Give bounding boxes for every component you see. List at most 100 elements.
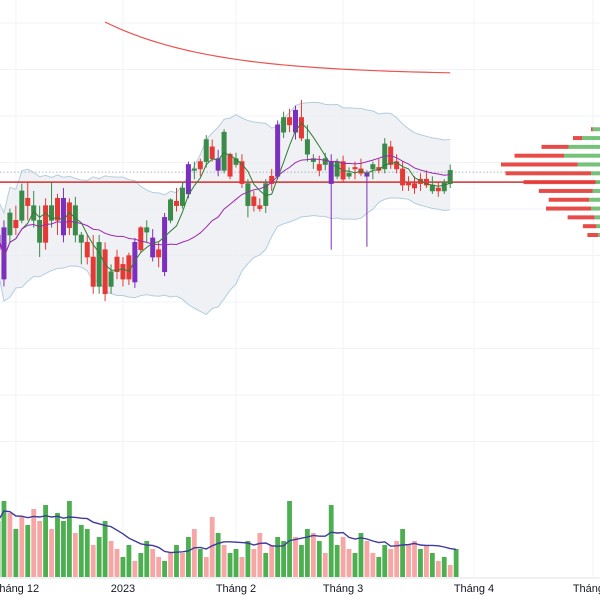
candle[interactable] xyxy=(144,220,150,243)
candle[interactable] xyxy=(150,229,156,262)
volume-bar[interactable] xyxy=(84,529,90,577)
volume-bar[interactable] xyxy=(96,537,102,577)
volume-bar[interactable] xyxy=(263,553,269,577)
volume-bar[interactable] xyxy=(19,517,25,577)
candle[interactable] xyxy=(191,161,197,180)
volume-bar[interactable] xyxy=(67,501,72,577)
volume-bar[interactable] xyxy=(203,557,209,577)
volume-bar[interactable] xyxy=(346,549,352,577)
candle[interactable] xyxy=(7,208,13,243)
volume-bar[interactable] xyxy=(162,561,167,577)
candle[interactable] xyxy=(174,188,180,212)
volume-bar[interactable] xyxy=(334,545,340,577)
volume-bar[interactable] xyxy=(358,533,364,577)
volume-bar[interactable] xyxy=(37,521,43,577)
candle[interactable] xyxy=(292,105,298,140)
candle[interactable] xyxy=(31,190,37,228)
candle[interactable] xyxy=(245,179,251,218)
volume-bar[interactable] xyxy=(418,549,423,577)
volume-bar[interactable] xyxy=(55,513,60,577)
candle[interactable] xyxy=(435,182,441,197)
volume-bar[interactable] xyxy=(186,537,191,577)
volume-bar[interactable] xyxy=(364,541,370,577)
volume-bar[interactable] xyxy=(180,553,185,577)
candle[interactable] xyxy=(257,198,263,212)
volume-bars[interactable] xyxy=(0,501,459,577)
candle[interactable] xyxy=(441,179,447,194)
volume-bar[interactable] xyxy=(293,537,298,577)
volume-bar[interactable] xyxy=(251,549,257,577)
candle[interactable] xyxy=(304,124,310,162)
volume-bar[interactable] xyxy=(114,549,120,577)
volume-bar[interactable] xyxy=(352,553,358,577)
candle[interactable] xyxy=(203,135,209,168)
volume-bar[interactable] xyxy=(275,537,281,577)
volume-bar[interactable] xyxy=(78,525,84,577)
volume-bar[interactable] xyxy=(400,529,405,577)
volume-bar[interactable] xyxy=(269,545,275,577)
volume-bar[interactable] xyxy=(31,509,37,577)
candle[interactable] xyxy=(19,183,25,224)
candle[interactable] xyxy=(376,158,382,174)
volume-bar[interactable] xyxy=(13,529,19,577)
volume-bar[interactable] xyxy=(394,541,400,577)
candle[interactable] xyxy=(25,182,31,221)
candle[interactable] xyxy=(352,161,358,180)
volume-bar[interactable] xyxy=(406,545,411,577)
volume-bar[interactable] xyxy=(305,529,310,577)
volume-bar[interactable] xyxy=(412,541,417,577)
volume-bar[interactable] xyxy=(144,541,150,577)
volume-bar[interactable] xyxy=(424,545,429,577)
volume-bar[interactable] xyxy=(382,545,388,577)
candle[interactable] xyxy=(96,235,102,294)
volume-bar[interactable] xyxy=(453,549,459,577)
volume-bar[interactable] xyxy=(156,557,162,577)
candle[interactable] xyxy=(114,249,120,280)
candle[interactable] xyxy=(54,193,60,235)
candle[interactable] xyxy=(168,198,174,224)
candle[interactable] xyxy=(197,158,203,177)
volume-bar[interactable] xyxy=(370,553,376,577)
volume-bar[interactable] xyxy=(132,561,138,577)
candle[interactable] xyxy=(102,242,108,302)
candle[interactable] xyxy=(120,257,126,287)
volume-bar[interactable] xyxy=(72,533,78,577)
volume-bar[interactable] xyxy=(376,557,382,577)
volume-bar[interactable] xyxy=(43,505,48,577)
volume-bar[interactable] xyxy=(215,533,221,577)
candle[interactable] xyxy=(132,237,138,288)
candle[interactable] xyxy=(13,205,19,235)
volume-bar[interactable] xyxy=(209,517,215,577)
volume-bar[interactable] xyxy=(257,533,263,577)
volume-bar[interactable] xyxy=(429,553,435,577)
candle[interactable] xyxy=(221,129,227,174)
volume-bar[interactable] xyxy=(25,525,31,577)
volume-bar[interactable] xyxy=(197,549,203,577)
volume-bar[interactable] xyxy=(126,545,132,577)
volume-bar[interactable] xyxy=(328,505,334,577)
volume-bar[interactable] xyxy=(221,545,227,577)
volume-bar[interactable] xyxy=(138,553,144,577)
volume-bar[interactable] xyxy=(174,545,179,577)
volume-bar[interactable] xyxy=(90,545,96,577)
volume-bar[interactable] xyxy=(388,549,394,577)
volume-bar[interactable] xyxy=(191,529,197,577)
volume-bar[interactable] xyxy=(435,561,441,577)
volume-bar[interactable] xyxy=(447,565,453,577)
candle[interactable] xyxy=(78,232,84,265)
candle[interactable] xyxy=(251,190,257,212)
volume-bar[interactable] xyxy=(227,553,233,577)
candle[interactable] xyxy=(215,149,221,177)
volume-bar[interactable] xyxy=(441,557,447,577)
candle[interactable] xyxy=(84,235,90,265)
volume-bar[interactable] xyxy=(108,541,114,577)
volume-bar[interactable] xyxy=(310,533,316,577)
volume-bar[interactable] xyxy=(239,557,245,577)
candle[interactable] xyxy=(239,154,245,188)
candle[interactable] xyxy=(156,242,162,268)
volume-bar[interactable] xyxy=(120,557,126,577)
candle[interactable] xyxy=(49,182,55,228)
volume-bar[interactable] xyxy=(49,529,54,577)
candle[interactable] xyxy=(406,176,412,191)
